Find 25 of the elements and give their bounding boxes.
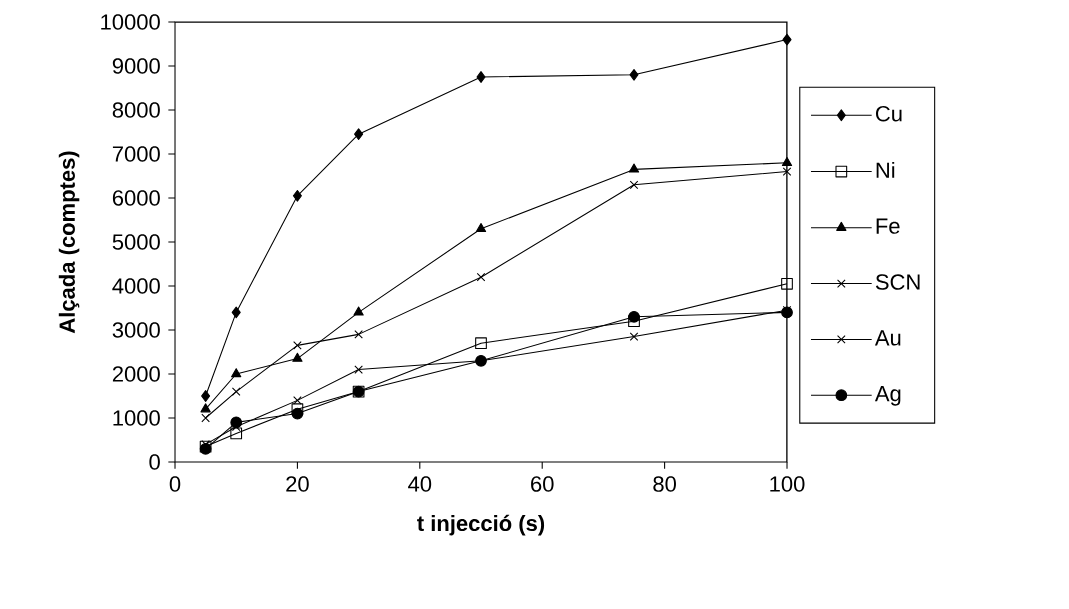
y-tick-label: 8000 xyxy=(112,102,160,118)
x-axis-title: t injecció (s) xyxy=(417,514,545,536)
x-tick-label: 100 xyxy=(770,476,805,492)
y-tick-label: 9000 xyxy=(112,58,160,74)
x-tick-label: 80 xyxy=(653,476,676,492)
legend-label: Fe xyxy=(876,218,900,234)
legend-label: SCN xyxy=(875,274,920,290)
y-tick-label: 10000 xyxy=(101,14,160,30)
x-tick-label: 20 xyxy=(286,476,309,492)
y-tick-label: 4000 xyxy=(112,278,160,294)
y-axis-title: Alçada (comptes) xyxy=(58,151,80,334)
y-tick-label: 5000 xyxy=(112,234,160,250)
y-tick-label: 2000 xyxy=(112,366,160,382)
x-tick-label: 40 xyxy=(408,476,432,492)
legend-label: Au xyxy=(874,330,901,346)
x-tick-label: 0 xyxy=(169,476,181,492)
y-tick-label: 7000 xyxy=(112,146,160,162)
y-tick-label: 6000 xyxy=(112,190,160,206)
legend-label: Ni xyxy=(876,161,895,178)
y-tick-label: 3000 xyxy=(112,322,160,338)
y-tick-label: 1000 xyxy=(113,410,160,426)
y-tick-label: 0 xyxy=(149,454,160,470)
legend-label: Ag xyxy=(874,386,901,406)
legend-label: Cu xyxy=(875,105,902,122)
x-tick-label: 60 xyxy=(531,476,554,492)
